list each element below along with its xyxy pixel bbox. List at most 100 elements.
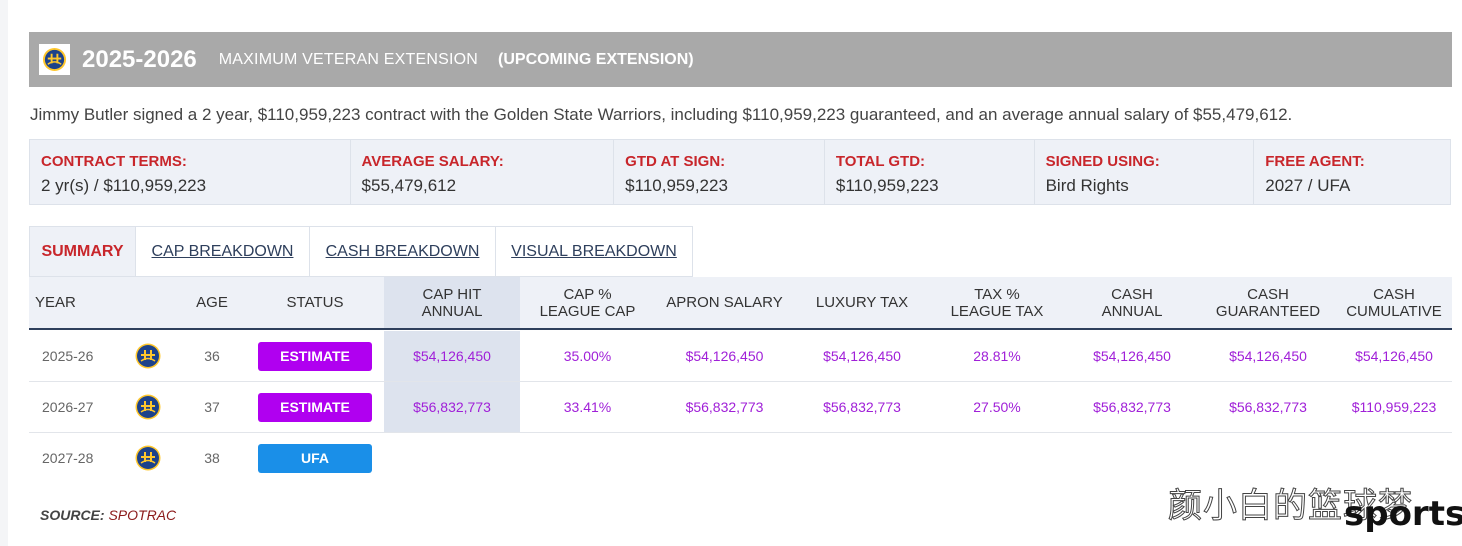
row-tax-pct: 28.81%: [973, 348, 1021, 364]
row-cap-pct: 33.41%: [563, 399, 612, 415]
row-cap-pct: 35.00%: [563, 348, 612, 364]
col-status-label: STATUS: [286, 294, 344, 311]
col-year: YEAR: [35, 277, 125, 328]
row-cash-annual: $56,832,773: [1093, 399, 1171, 415]
watermark: 颜小白的篮球梦 sports: [1168, 478, 1462, 540]
term-label: SIGNED USING:: [1045, 153, 1160, 170]
col-apron-salary: APRON SALARY: [655, 277, 794, 328]
row-apron: $56,832,773: [685, 399, 764, 415]
term-gtd-at-sign: GTD AT SIGN: $110,959,223: [614, 140, 825, 204]
watermark-text: 颜小白的篮球梦: [1168, 486, 1413, 527]
col-apron-label: APRON SALARY: [666, 294, 783, 311]
row-cash-gtd: $54,126,450: [1229, 348, 1307, 364]
table-header: YEAR AGE STATUS CAP HIT ANNUAL CAP % LEA…: [29, 277, 1452, 330]
col-tax-pct: TAX % LEAGUE TAX: [930, 277, 1064, 328]
col-cash-cum-line1: CASH: [1373, 285, 1415, 303]
col-tax-pct-line2: LEAGUE TAX: [950, 302, 1044, 320]
col-cash-annual: CASH ANNUAL: [1064, 277, 1200, 328]
row-apron: $54,126,450: [685, 348, 764, 364]
term-label: TOTAL GTD:: [835, 153, 926, 170]
row-luxury: $56,832,773: [823, 399, 901, 415]
col-cap-hit-line2: ANNUAL: [421, 302, 483, 320]
col-cash-annual-line1: CASH: [1111, 285, 1153, 303]
extension-type: MAXIMUM VETERAN EXTENSION: [218, 50, 479, 68]
row-cash-annual: $54,126,450: [1093, 348, 1171, 364]
row-year: 2025-26: [42, 348, 94, 364]
col-cash-cumulative: CASH CUMULATIVE: [1336, 277, 1452, 328]
row-luxury: $54,126,450: [823, 348, 901, 364]
term-value: $110,959,223: [625, 176, 728, 195]
tab-cap-breakdown[interactable]: CAP BREAKDOWN: [135, 226, 310, 277]
term-value: Bird Rights: [1045, 176, 1129, 195]
term-contract-terms: CONTRACT TERMS: 2 yr(s) / $110,959,223: [30, 140, 351, 204]
row-tax-pct: 27.50%: [973, 399, 1021, 415]
col-cash-cum-line2: CUMULATIVE: [1346, 302, 1442, 320]
contract-summary: Jimmy Butler signed a 2 year, $110,959,2…: [30, 105, 1293, 124]
row-year: 2026-27: [42, 399, 94, 415]
col-age: AGE: [179, 277, 245, 328]
term-value: 2027 / UFA: [1265, 176, 1351, 195]
row-status: ESTIMATE: [258, 382, 372, 432]
source-label: SOURCE:: [40, 507, 105, 523]
col-cash-guaranteed: CASH GUARANTEED: [1200, 277, 1336, 328]
term-total-gtd: TOTAL GTD: $110,959,223: [825, 140, 1035, 204]
term-signed-using: SIGNED USING: Bird Rights: [1035, 140, 1255, 204]
row-cash-gtd: $56,832,773: [1229, 399, 1307, 415]
col-cap-pct-line2: LEAGUE CAP: [539, 302, 636, 320]
table-row: 2026-27 37 ESTIMATE $56,832,773 33.41% $…: [29, 382, 1452, 433]
col-cap-pct-line1: CAP %: [563, 285, 612, 303]
team-logo-icon: [133, 382, 163, 432]
source-credit: SOURCE: SPOTRAC: [40, 507, 176, 523]
row-cap-hit: $54,126,450: [384, 331, 520, 381]
tab-cash-breakdown[interactable]: CASH BREAKDOWN: [309, 226, 496, 277]
term-label: AVERAGE SALARY:: [361, 153, 504, 170]
term-value: $110,959,223: [835, 176, 939, 195]
season-title: 2025-2026: [82, 45, 197, 73]
row-cash-cum: $54,126,450: [1355, 348, 1433, 364]
col-year-label: YEAR: [35, 294, 76, 311]
col-cash-gtd-line2: GUARANTEED: [1215, 302, 1321, 320]
status-badge: UFA: [258, 443, 372, 473]
col-cap-pct: CAP % LEAGUE CAP: [520, 277, 655, 328]
row-age: 37: [204, 399, 220, 415]
tab-visual-breakdown[interactable]: VISUAL BREAKDOWN: [495, 226, 693, 277]
extension-status: (UPCOMING EXTENSION): [498, 50, 694, 68]
table-row: 2025-26 36 ESTIMATE $54,126,450 35.00% $…: [29, 331, 1452, 382]
contract-header: 2025-2026 MAXIMUM VETERAN EXTENSION (UPC…: [29, 32, 1452, 87]
term-value: 2 yr(s) / $110,959,223: [41, 176, 207, 195]
col-cash-gtd-line1: CASH: [1247, 285, 1289, 303]
team-logo-icon: [133, 433, 163, 483]
term-average-salary: AVERAGE SALARY: $55,479,612: [351, 140, 615, 204]
team-logo-icon: [39, 44, 70, 75]
team-logo-icon: [133, 331, 163, 381]
table-row: 2027-28 38 UFA: [29, 433, 1452, 484]
col-cash-annual-line2: ANNUAL: [1101, 302, 1163, 320]
source-link[interactable]: SPOTRAC: [108, 507, 177, 523]
row-status: ESTIMATE: [258, 331, 372, 381]
col-status: STATUS: [258, 277, 372, 328]
row-cap-hit: $56,832,773: [384, 382, 520, 432]
left-gutter: [0, 0, 8, 546]
col-luxury-tax: LUXURY TAX: [794, 277, 930, 328]
term-label: FREE AGENT:: [1265, 153, 1365, 170]
term-value: $55,479,612: [361, 176, 457, 195]
watermark-brand: sports: [1344, 494, 1462, 534]
contract-terms: CONTRACT TERMS: 2 yr(s) / $110,959,223 A…: [29, 139, 1451, 205]
row-age: 38: [204, 450, 220, 466]
tab-summary[interactable]: SUMMARY: [29, 226, 136, 277]
row-age: 36: [204, 348, 220, 364]
col-luxury-label: LUXURY TAX: [815, 294, 909, 311]
row-year: 2027-28: [42, 450, 94, 466]
status-badge: ESTIMATE: [258, 392, 372, 422]
row-status: UFA: [258, 433, 372, 483]
row-cash-cum: $110,959,223: [1351, 399, 1437, 415]
term-label: GTD AT SIGN:: [625, 153, 726, 170]
col-cap-hit-line1: CAP HIT: [422, 285, 482, 303]
status-badge: ESTIMATE: [258, 341, 372, 371]
term-free-agent: FREE AGENT: 2027 / UFA: [1254, 140, 1450, 204]
term-label: CONTRACT TERMS:: [41, 153, 187, 170]
col-age-label: AGE: [196, 294, 228, 311]
col-cap-hit: CAP HIT ANNUAL: [384, 277, 520, 328]
col-tax-pct-line1: TAX %: [974, 285, 1020, 303]
breakdown-tabs: SUMMARY CAP BREAKDOWN CASH BREAKDOWN VIS…: [29, 226, 693, 277]
